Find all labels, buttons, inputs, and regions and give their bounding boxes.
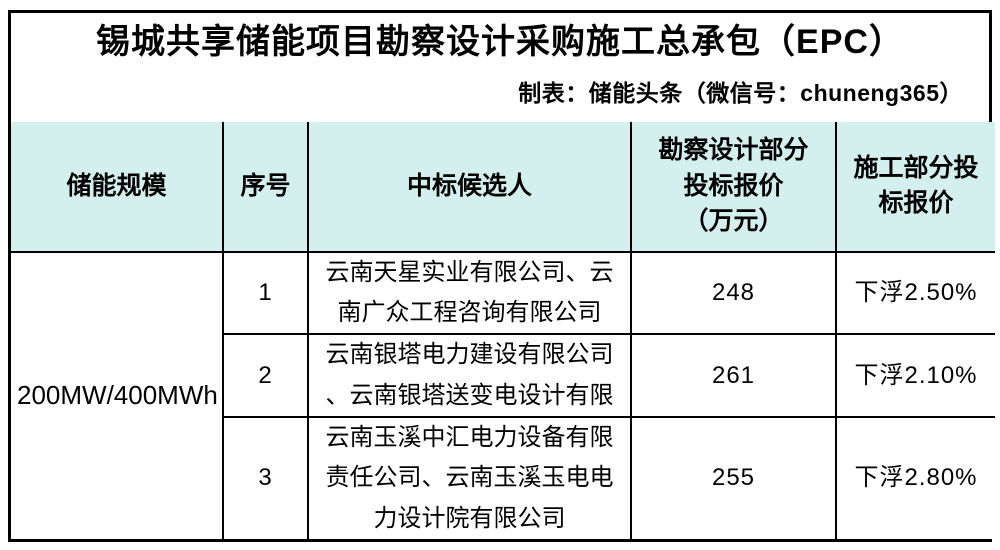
row-construction-price: 下浮2.50%	[835, 250, 995, 336]
row-bidder: 云南玉溪中汇电力设备有限 责任公司、云南玉溪玉电电 力设计院有限公司	[307, 416, 632, 539]
header-construction-price: 施工部分投 标报价	[835, 121, 995, 253]
table-row: 2 云南银塔电力建设有限公司 、云南银塔送变电设计有限 261 下浮2.10%	[11, 333, 995, 419]
row-seq: 1	[222, 250, 309, 336]
storage-scale-value: 200MW/400MWh	[11, 250, 224, 539]
header-block: 锡城共享储能项目勘察设计采购施工总承包（EPC） 制表：储能头条（微信号：chu…	[11, 13, 989, 122]
row-seq: 3	[223, 416, 309, 539]
table-row: 200MW/400MWh 1 云南天星实业有限公司、云 南广众工程咨询有限公司 …	[11, 250, 995, 539]
epc-bid-card: 锡城共享储能项目勘察设计采购施工总承包（EPC） 制表：储能头条（微信号：chu…	[8, 10, 995, 542]
bid-results-table: 储能规模 序号 中标候选人 勘察设计部分 投标报价 （万元） 施工部分投 标报价…	[11, 121, 995, 539]
row-survey-price: 248	[630, 250, 837, 336]
header-survey-design-price: 勘察设计部分 投标报价 （万元）	[630, 121, 837, 253]
row-bidder: 云南银塔电力建设有限公司 、云南银塔送变电设计有限	[307, 333, 632, 419]
header-bidder: 中标候选人	[307, 121, 632, 253]
row-construction-price: 下浮2.10%	[835, 333, 995, 419]
table-header-row: 储能规模 序号 中标候选人 勘察设计部分 投标报价 （万元） 施工部分投 标报价	[11, 121, 995, 253]
source-credit: 制表：储能头条（微信号：chuneng365）	[518, 79, 963, 106]
page-title: 锡城共享储能项目勘察设计采购施工总承包（EPC）	[96, 23, 904, 61]
header-seq: 序号	[222, 121, 309, 253]
row-seq: 2	[223, 333, 309, 419]
row-bidder: 云南天星实业有限公司、云 南广众工程咨询有限公司	[307, 250, 632, 336]
header-storage-scale: 储能规模	[11, 121, 224, 253]
row-construction-price: 下浮2.80%	[835, 416, 995, 539]
table-row: 3 云南玉溪中汇电力设备有限 责任公司、云南玉溪玉电电 力设计院有限公司 255…	[11, 416, 995, 539]
row-survey-price: 261	[630, 333, 837, 419]
row-survey-price: 255	[630, 416, 837, 539]
